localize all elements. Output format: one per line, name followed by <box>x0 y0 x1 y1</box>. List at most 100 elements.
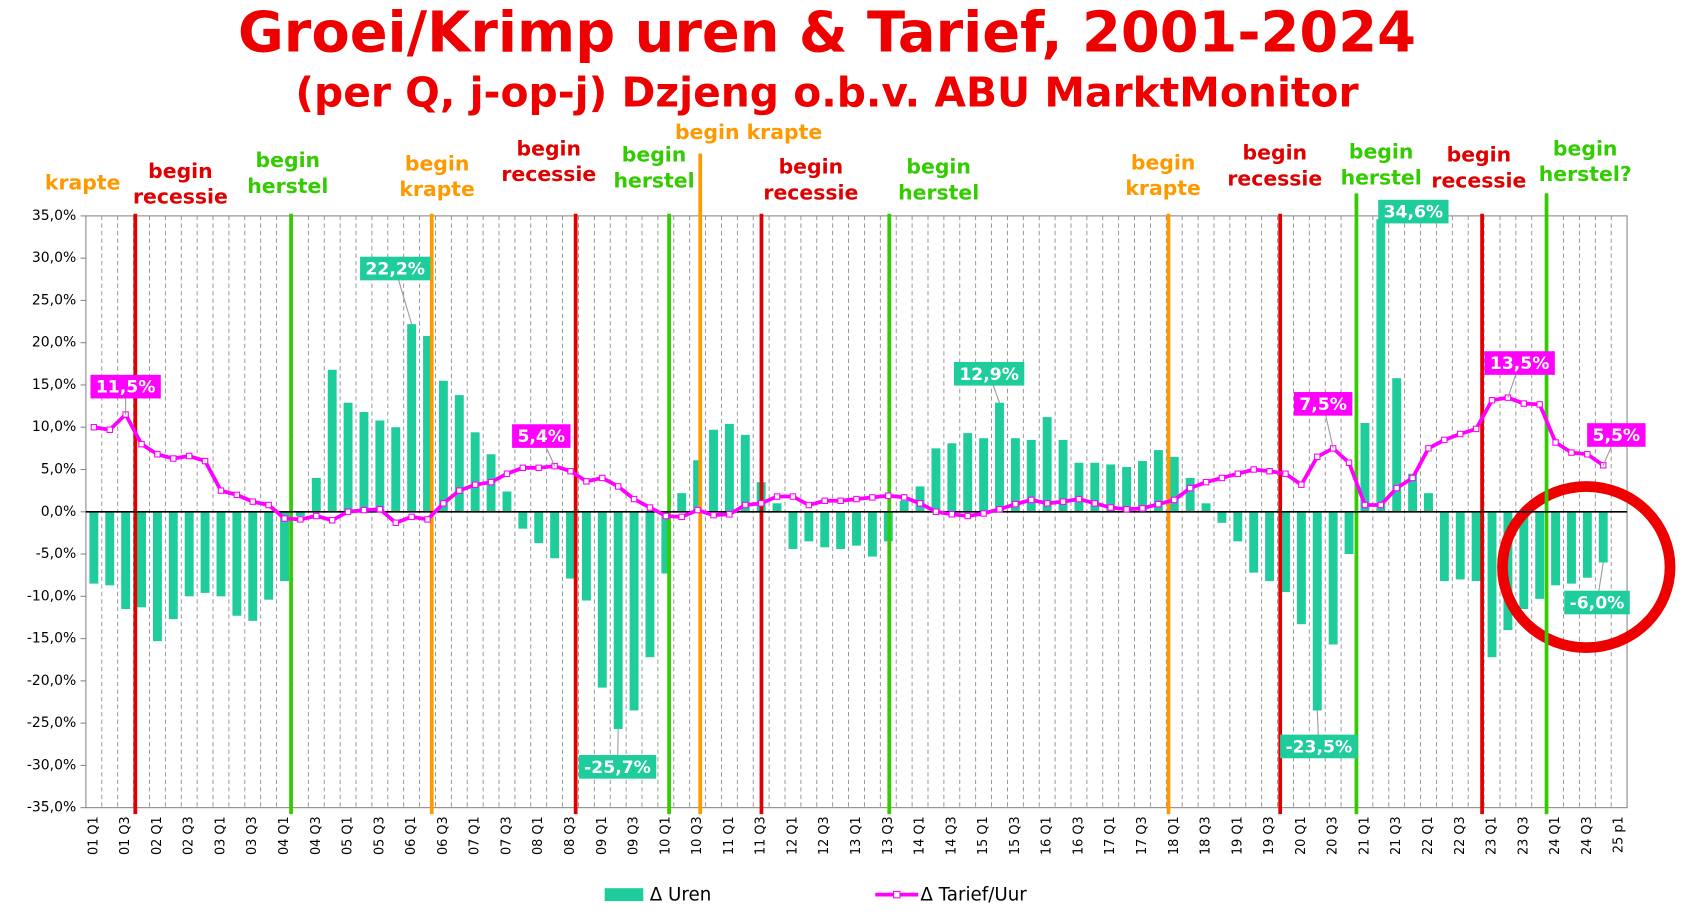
bar <box>788 511 798 549</box>
line-marker <box>170 455 177 462</box>
x-tick-label: 03 Q1 <box>213 816 228 855</box>
line-marker <box>424 516 431 523</box>
bar <box>1312 511 1322 711</box>
annotation-text: herstel? <box>1539 162 1632 186</box>
line-marker <box>1568 449 1575 456</box>
bar <box>454 395 464 512</box>
line-marker <box>694 506 701 514</box>
data-label: 7,5% <box>1299 395 1347 415</box>
bar <box>391 427 401 512</box>
bar <box>1424 493 1433 512</box>
x-tick-label: 13 Q1 <box>849 816 864 855</box>
line-marker <box>313 512 320 520</box>
bar <box>311 477 321 512</box>
line-marker <box>233 491 241 499</box>
annotation-text: begin <box>622 143 687 167</box>
line-marker <box>503 470 511 477</box>
bar <box>1487 511 1497 658</box>
x-tick-label: 01 Q1 <box>86 816 101 855</box>
annotation-text: krapte <box>45 171 121 195</box>
x-tick-label: 15 Q3 <box>1008 816 1023 855</box>
bar <box>550 511 560 559</box>
line-marker <box>440 500 447 507</box>
y-tick-label: 15,0% <box>32 377 76 393</box>
line-marker <box>964 512 971 520</box>
bar <box>1201 503 1211 512</box>
annotation-text: herstel <box>613 169 694 193</box>
bar <box>1249 511 1259 573</box>
line-marker <box>1186 484 1194 492</box>
line-marker <box>1520 400 1528 407</box>
x-tick-label: 04 Q3 <box>309 816 324 855</box>
x-tick-label: 24 Q3 <box>1580 816 1595 855</box>
bar <box>502 491 512 512</box>
x-tick-label: 08 Q1 <box>531 816 546 855</box>
x-tick-label: 09 Q3 <box>627 816 642 855</box>
bar <box>375 420 385 512</box>
data-label: 34,6% <box>1384 203 1444 223</box>
line-marker <box>789 493 797 500</box>
chart-subtitle: (per Q, j-op-j) Dzjeng o.b.v. ABU MarktM… <box>295 69 1358 117</box>
bar <box>1042 417 1052 512</box>
bar <box>105 511 115 586</box>
line-marker <box>1171 496 1178 504</box>
x-tick-label: 05 Q3 <box>372 816 387 855</box>
bar <box>1344 511 1354 555</box>
bar <box>852 511 861 546</box>
line-marker <box>1282 470 1289 477</box>
x-tick-label: 01 Q3 <box>118 816 133 855</box>
bar <box>248 511 258 621</box>
line-marker <box>1139 505 1146 512</box>
line-marker <box>869 494 876 501</box>
bar <box>915 486 925 512</box>
bar <box>661 511 671 574</box>
bar <box>820 511 830 548</box>
annotation-text: begin <box>1447 143 1512 167</box>
line-marker <box>297 516 304 523</box>
line-marker <box>471 481 479 488</box>
x-tick-label: 07 Q3 <box>499 816 514 855</box>
x-tick-label: 04 Q1 <box>277 816 292 855</box>
annotation-text: begin <box>517 136 582 160</box>
annotation-text: begin <box>405 151 470 175</box>
bar <box>1408 473 1418 512</box>
x-tick-label: 05 Q1 <box>341 816 356 855</box>
x-tick-label: 17 Q1 <box>1103 816 1118 855</box>
bar <box>613 511 623 730</box>
data-label-bg <box>578 755 657 779</box>
line-marker <box>138 440 145 448</box>
line-marker <box>630 495 638 503</box>
line-marker <box>1202 478 1210 486</box>
annotation-text: begin <box>1553 136 1618 160</box>
bar <box>1217 511 1227 523</box>
y-tick-label: -10,0% <box>27 588 76 604</box>
line-marker <box>1155 500 1162 508</box>
data-label-bg <box>512 424 571 448</box>
line-marker <box>773 493 781 500</box>
line-marker <box>1472 425 1480 433</box>
y-tick-label: 0,0% <box>41 504 76 520</box>
bar <box>1376 219 1386 512</box>
bar <box>518 511 528 529</box>
data-label: 5,5% <box>1593 426 1641 446</box>
line-marker <box>1584 451 1591 458</box>
bar <box>1106 464 1116 512</box>
bar <box>1281 511 1290 593</box>
bar <box>629 511 639 711</box>
bar <box>566 511 575 579</box>
annotation-text: recessie <box>133 185 228 209</box>
legend-label: Δ Uren <box>650 885 712 906</box>
line-marker <box>1298 481 1305 488</box>
highlight-circle <box>1497 481 1676 654</box>
line-marker <box>185 452 193 460</box>
bar <box>280 511 289 582</box>
x-tick-label: 06 Q1 <box>404 816 419 855</box>
line-marker <box>281 515 288 522</box>
x-tick-label: 14 Q3 <box>944 816 959 855</box>
bar <box>470 432 480 512</box>
y-tick-label: 20,0% <box>32 335 76 351</box>
data-label-bg <box>1587 423 1646 447</box>
x-tick-label: 24 Q1 <box>1548 816 1563 855</box>
line-marker <box>217 487 225 494</box>
x-tick-label: 03 Q3 <box>245 816 260 855</box>
